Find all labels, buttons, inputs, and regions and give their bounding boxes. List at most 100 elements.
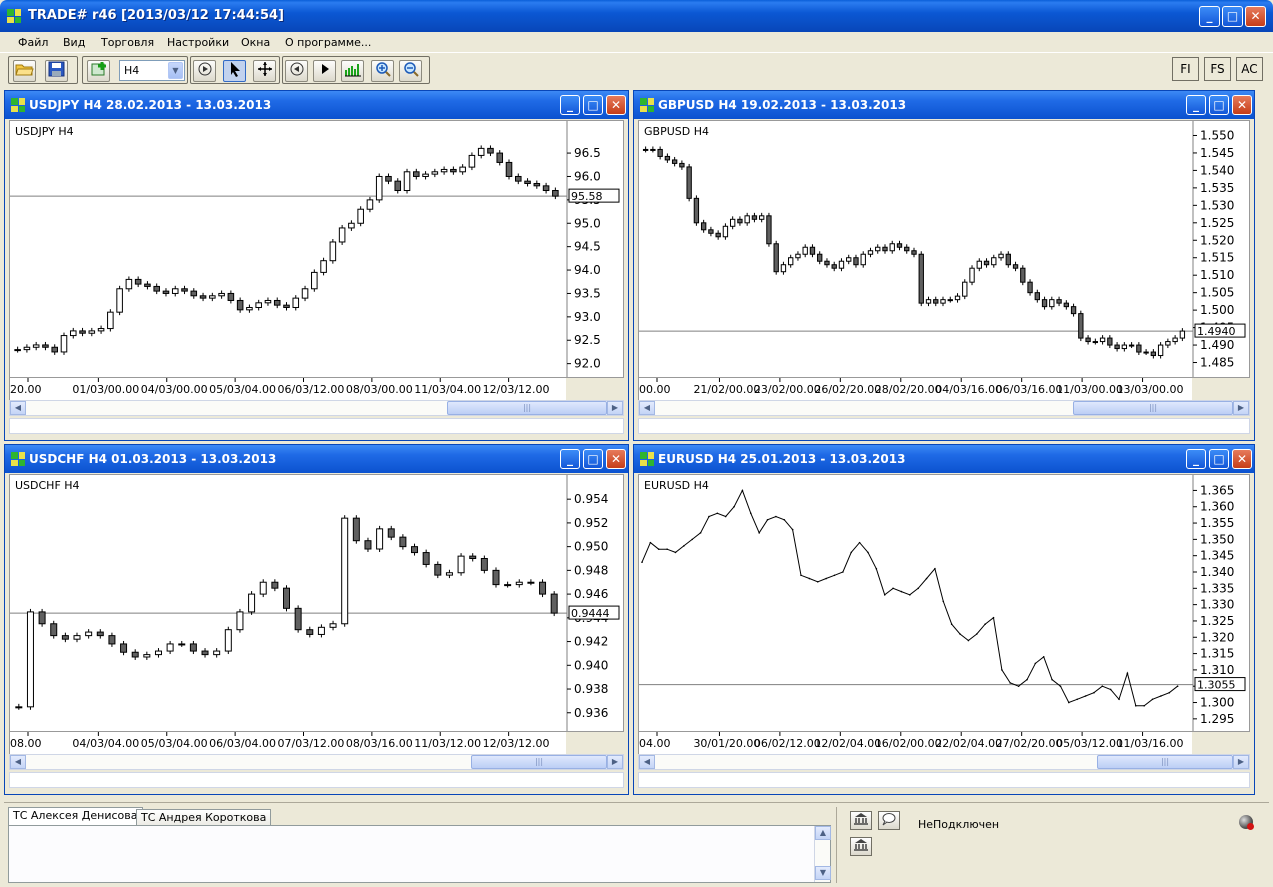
candle-body [248,593,256,613]
scroll-right-icon[interactable]: ▶ [607,755,623,769]
chart-minimize-button[interactable]: _ [560,95,580,115]
price-point [724,515,727,518]
candle-body [1150,351,1157,357]
chart-plot-area[interactable]: EURUSD H4 1.365 1.360 1.355 1.350 1.345 1.340 1… [638,474,1250,732]
chart-close-button[interactable]: ✕ [1232,95,1252,115]
zoom-out-icon[interactable] [399,60,422,82]
menu-view[interactable]: Вид [63,36,86,49]
scroll-left-icon[interactable]: ◀ [639,401,655,415]
chart-hscrollbar[interactable]: ◀ ||| ▶ [638,754,1250,770]
chart-titlebar[interactable]: USDCHF H4 01.03.2013 - 13.03.2013 _ □ ✕ [5,445,628,473]
scroll-up-icon[interactable]: ▲ [815,826,831,840]
candle-body [403,171,411,192]
scroll-left-icon[interactable]: ◀ [639,755,655,769]
step-forward-icon[interactable] [313,60,336,82]
scroll-right-icon[interactable]: ▶ [607,401,623,415]
candle-body [664,155,671,161]
panel-scrollbar[interactable]: ▲ ▼ [814,826,831,882]
step-back-icon[interactable] [285,60,308,82]
chart-plot-area[interactable]: USDCHF H40.9540.9520.9500.9480.9460.9440… [9,474,624,732]
ac-button[interactable]: AC [1236,57,1263,81]
save-icon[interactable] [45,60,68,82]
price-point [683,545,685,547]
minimize-button[interactable]: _ [1199,6,1220,27]
price-point [808,577,811,580]
add-chart-icon[interactable] [87,60,110,82]
candle-body [218,292,225,297]
chevron-down-icon[interactable]: ▼ [168,62,183,79]
chart-symbol-label: GBPUSD H4 [644,125,709,138]
crosshair-icon[interactable] [253,60,276,82]
x-tick-label: 23/02/00.00 [754,383,821,396]
timeframe-select[interactable]: H4 ▼ [119,60,185,81]
menu-about[interactable]: О программе... [285,36,372,49]
maximize-button[interactable]: □ [1222,6,1243,27]
menu-file[interactable]: Файл [18,36,49,49]
chart-minimize-button[interactable]: _ [560,449,580,469]
candle-body [1041,299,1048,308]
chart-close-button[interactable]: ✕ [606,449,626,469]
chart-window-eurusd[interactable]: EURUSD H4 25.01.2013 - 13.03.2013 _ □ ✕ EURU… [633,444,1255,795]
fi-button[interactable]: FI [1172,57,1199,81]
fs-button[interactable]: FS [1204,57,1231,81]
chart-hscrollbar[interactable]: ◀ ||| ▶ [9,400,624,416]
menu-settings[interactable]: Настройки [167,36,230,49]
bank-icon[interactable] [850,811,872,830]
chart-maximize-button[interactable]: □ [1209,449,1229,469]
x-tick-label: 11/03/16.00 [1117,737,1184,750]
zoom-in-icon[interactable] [371,60,394,82]
scroll-thumb[interactable]: ||| [1073,401,1233,415]
scroll-right-icon[interactable]: ▶ [1233,401,1249,415]
chart-window-usdjpy[interactable]: USDJPY H4 28.02.2013 - 13.03.2013 _ □ ✕ USDJ… [4,90,629,441]
chart-maximize-button[interactable]: □ [583,449,603,469]
chart-minimize-button[interactable]: _ [1186,449,1206,469]
play-icon[interactable] [193,60,216,82]
menu-trading[interactable]: Торговля [101,36,155,49]
cursor-icon[interactable] [223,60,246,82]
candle-body [904,246,910,252]
volume-icon[interactable] [341,60,364,82]
chart-window-gbpusd[interactable]: GBPUSD H4 19.02.2013 - 13.03.2013 _ □ ✕ GBPU… [633,90,1255,441]
chart-titlebar[interactable]: EURUSD H4 25.01.2013 - 13.03.2013 _ □ ✕ [634,445,1254,473]
scroll-left-icon[interactable]: ◀ [10,401,26,415]
candle-body [178,643,186,646]
scroll-thumb[interactable]: ||| [471,755,607,769]
chat-icon[interactable] [878,811,900,830]
menu-windows[interactable]: Окна [241,36,271,49]
bank-icon-secondary[interactable] [850,837,872,856]
candle-body [853,257,859,266]
candle-body [1136,344,1142,353]
chart-maximize-button[interactable]: □ [1209,95,1229,115]
candle-body [795,253,801,259]
chart-window-usdchf[interactable]: USDCHF H4 01.03.2013 - 13.03.2013 _ □ ✕ USDC… [4,444,629,795]
chart-plot-area[interactable]: USDJPY H496.596.095.595.094.594.093.593.… [9,120,624,378]
scroll-right-icon[interactable]: ▶ [1233,755,1249,769]
tab-korotkov[interactable]: ТС Андрея Короткова [136,809,272,826]
chart-hscrollbar[interactable]: ◀ ||| ▶ [9,754,624,770]
candle-body [896,243,903,248]
scroll-down-icon[interactable]: ▼ [815,866,831,880]
chart-titlebar[interactable]: USDJPY H4 28.02.2013 - 13.03.2013 _ □ ✕ [5,91,628,119]
chart-maximize-button[interactable]: □ [583,95,603,115]
tab-denisov[interactable]: ТС Алексея Денисова [8,807,143,826]
chart-status-row [638,418,1250,434]
chart-plot-area[interactable]: GBPUSD H4 1.550 1.545 1.540 1.535 1.530 1.525 1… [638,120,1250,378]
candle-body [264,299,272,304]
chart-close-button[interactable]: ✕ [606,95,626,115]
price-point [766,518,769,521]
chart-title: EURUSD H4 25.01.2013 - 13.03.2013 [658,452,906,466]
scroll-left-icon[interactable]: ◀ [10,755,26,769]
chart-close-button[interactable]: ✕ [1232,449,1252,469]
chart-hscrollbar[interactable]: ◀ ||| ▶ [638,400,1250,416]
scroll-thumb[interactable]: ||| [1097,755,1233,769]
y-tick-label: 0.942 [574,635,608,649]
close-button[interactable]: ✕ [1245,6,1266,27]
chart-minimize-button[interactable]: _ [1186,95,1206,115]
scroll-thumb[interactable]: ||| [447,401,607,415]
open-folder-icon[interactable] [13,60,36,82]
chart-titlebar[interactable]: GBPUSD H4 19.02.2013 - 13.03.2013 _ □ ✕ [634,91,1254,119]
candle-body [15,706,23,709]
price-point [867,551,869,554]
candle-body [88,330,96,334]
price-point [691,538,694,541]
